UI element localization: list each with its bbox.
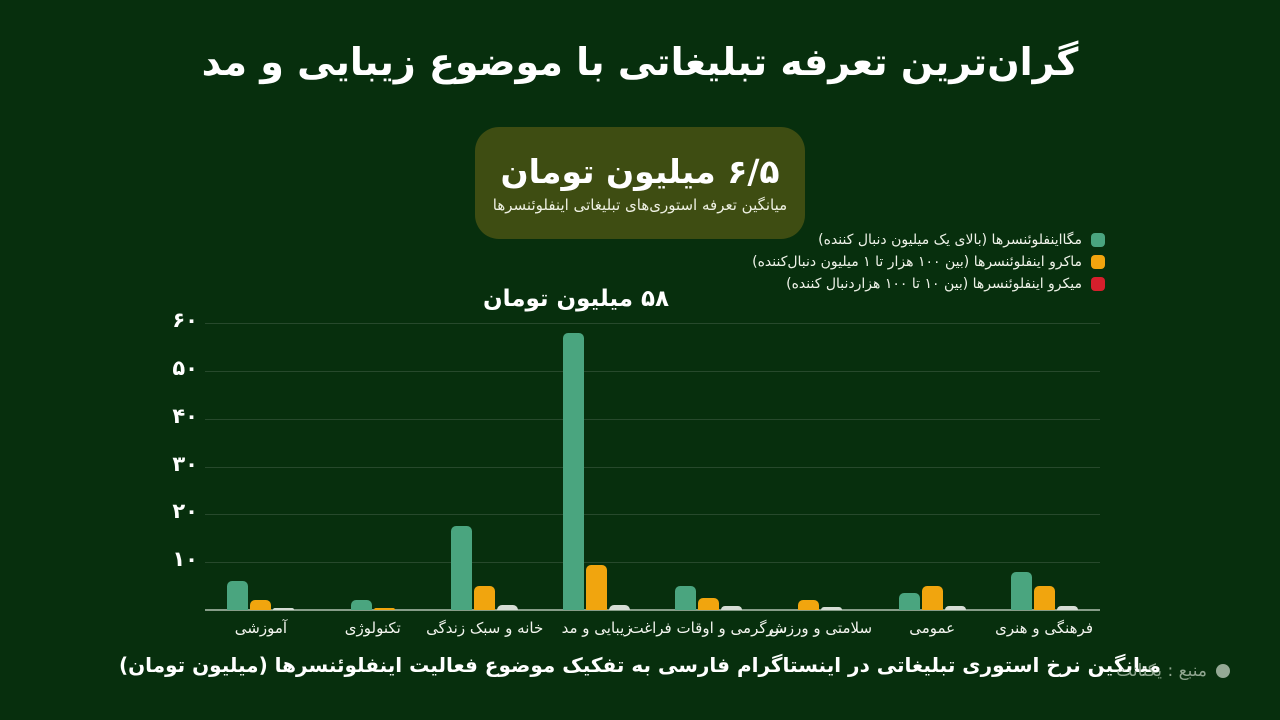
y-axis-tick-label: ۳۰ — [172, 451, 198, 476]
bar-macro — [1033, 586, 1055, 610]
legend-item-macro: ماکرو اینفلوئنسرها (بین ۱۰۰ هزار تا ۱ می… — [752, 254, 1105, 270]
bar-mega — [451, 526, 473, 610]
x-axis-category-label: خانه و سبک زندگی — [426, 619, 544, 637]
legend-item-mega: مگااینفلوئنسرها (بالای یک میلیون دنبال ک… — [752, 232, 1105, 248]
gridline — [205, 371, 1100, 372]
bar-micro — [720, 606, 742, 610]
bar-macro — [921, 586, 943, 610]
callout-subtitle: میانگین تعرفه استوری‌های تبلیغاتی اینفلو… — [492, 195, 788, 214]
bar-micro — [273, 607, 295, 610]
bar-group: آموزشی — [226, 310, 296, 637]
bar-micro — [944, 606, 966, 610]
bar-group: فرهنگی و هنری — [995, 310, 1093, 637]
x-axis-category-label: تکنولوژی — [344, 619, 401, 637]
bar-micro — [821, 606, 843, 610]
bar-mega — [227, 581, 249, 610]
bar-micro — [609, 605, 631, 610]
legend-swatch-icon — [1091, 277, 1105, 291]
legend-swatch-icon — [1091, 233, 1105, 247]
x-axis-category-label: عمومی — [909, 619, 956, 637]
bar-mega — [1010, 571, 1032, 610]
bar-micro — [1056, 606, 1078, 610]
x-axis-category-label: آموزشی — [234, 619, 288, 637]
source-text: منبع : یکتانت — [1116, 661, 1207, 681]
bar-macro — [697, 598, 719, 610]
plot-area: آموزشی تکنولوژی خانه و سبک زندگی زیبایی و م… — [205, 310, 1100, 637]
legend-label: میکرو اینفلوئنسرها (بین ۱۰ تا ۱۰۰ هزاردن… — [786, 276, 1082, 292]
gridline — [205, 418, 1100, 420]
bar-group: عمومی — [897, 310, 967, 637]
bar-mega — [563, 332, 585, 610]
legend-item-micro: میکرو اینفلوئنسرها (بین ۱۰ تا ۱۰۰ هزاردن… — [752, 276, 1105, 292]
y-axis-tick-label: ۵۰ — [172, 356, 198, 380]
source-dot-icon — [1216, 664, 1230, 678]
bar-micro — [497, 605, 519, 610]
x-axis-category-label: سلامتی و ورزش — [768, 619, 873, 637]
y-axis-tick-label: ۶۰ — [172, 308, 198, 333]
max-value-annotation: ۵۸ میلیون تومان — [482, 286, 670, 312]
legend-label: ماکرو اینفلوئنسرها (بین ۱۰۰ هزار تا ۱ می… — [752, 254, 1082, 270]
y-axis-tick-label: ۴۰ — [172, 403, 198, 428]
x-axis-category-label: فرهنگی و هنری — [995, 619, 1094, 637]
source-credit: منبع : یکتانت — [1116, 661, 1230, 681]
gridline — [205, 323, 1100, 325]
bar-group: سلامتی و ورزش — [769, 310, 872, 637]
chart-caption: میانگین نرخ استوری تبلیغاتی در اینستاگرا… — [118, 653, 1162, 677]
chart-legend: مگااینفلوئنسرها (بالای یک میلیون دنبال ک… — [752, 232, 1105, 292]
y-axis-tick-label: ۲۰ — [172, 499, 198, 524]
bar-mega — [898, 593, 920, 610]
bar-macro — [373, 608, 395, 610]
legend-swatch-icon — [1091, 255, 1105, 269]
bar-group: تکنولوژی — [338, 310, 408, 637]
bar-group: زیبایی و مد — [562, 310, 632, 637]
bar-group: سرگرمی و اوقات فراغت — [630, 310, 787, 637]
x-axis-category-label: سرگرمی و اوقات فراغت — [629, 619, 788, 637]
page-title: گران‌ترین تعرفه تبلیغاتی با موضوع زیبایی… — [201, 40, 1079, 84]
bar-macro — [474, 586, 496, 610]
callout-value: ۶/۵ میلیون تومان — [500, 152, 780, 192]
bar-group: خانه و سبک زندگی — [426, 310, 543, 637]
y-axis-tick-label: ۱۰ — [172, 547, 198, 572]
x-axis-category-label: زیبایی و مد — [561, 619, 632, 637]
bar-mega — [674, 586, 696, 610]
bar-macro — [586, 564, 608, 610]
bar-macro — [250, 600, 272, 610]
bar-macro — [798, 600, 820, 610]
gridline — [205, 514, 1100, 516]
gridline — [205, 466, 1100, 468]
gridline — [205, 562, 1100, 564]
x-axis-line — [205, 609, 1100, 611]
highlight-callout: ۶/۵ میلیون تومان میانگین تعرفه استوری‌ها… — [475, 127, 805, 239]
bar-mega — [350, 600, 372, 610]
legend-label: مگااینفلوئنسرها (بالای یک میلیون دنبال ک… — [818, 232, 1082, 248]
